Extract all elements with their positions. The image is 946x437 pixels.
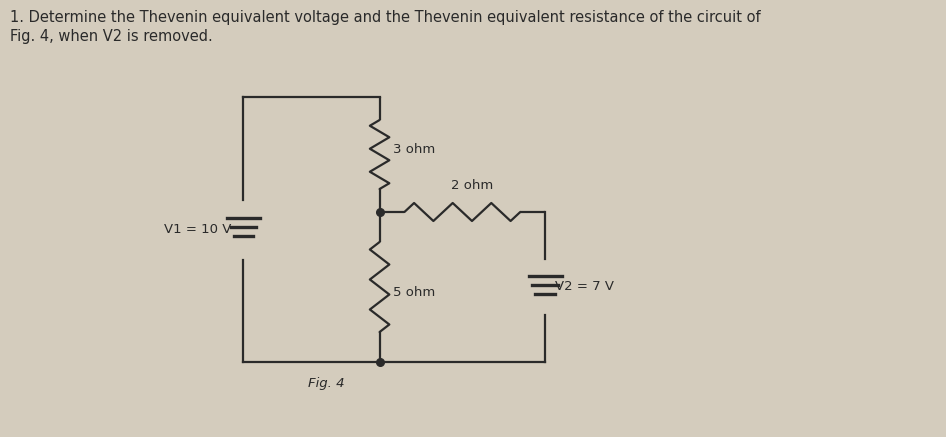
- Text: 2 ohm: 2 ohm: [451, 179, 493, 192]
- Text: 3 ohm: 3 ohm: [394, 143, 435, 156]
- Text: 5 ohm: 5 ohm: [394, 285, 435, 298]
- Text: 1. Determine the Thevenin equivalent voltage and the Thevenin equivalent resista: 1. Determine the Thevenin equivalent vol…: [9, 10, 761, 25]
- Text: V1 = 10 V: V1 = 10 V: [165, 223, 232, 236]
- Text: Fig. 4: Fig. 4: [307, 377, 344, 390]
- Text: V2 = 7 V: V2 = 7 V: [554, 281, 614, 294]
- Text: Fig. 4, when V2 is removed.: Fig. 4, when V2 is removed.: [9, 29, 213, 44]
